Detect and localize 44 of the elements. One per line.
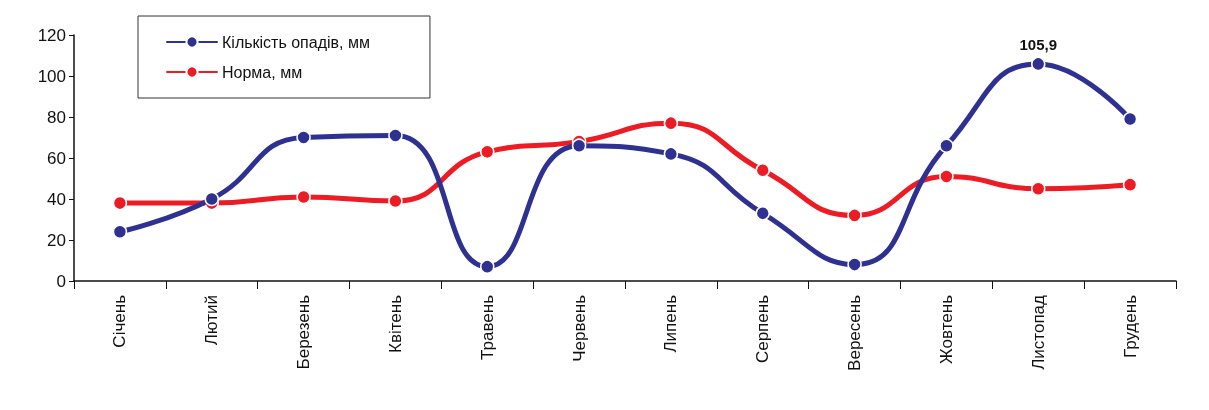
point — [571, 138, 587, 153]
x-tick-label: Квітень — [385, 294, 405, 354]
point — [939, 169, 954, 184]
x-tick-label: Лютий — [202, 295, 222, 346]
point — [388, 128, 403, 143]
x-tick-label: Вересень — [845, 294, 865, 371]
point — [296, 130, 311, 145]
point — [480, 259, 495, 274]
point — [112, 224, 128, 240]
data-label: 105,9 — [1019, 35, 1058, 53]
point — [112, 195, 128, 211]
point — [296, 189, 311, 205]
y-tick-label: 100 — [37, 66, 66, 86]
point — [663, 146, 679, 162]
y-tick-label: 40 — [47, 189, 66, 209]
y-tick-label: 0 — [56, 271, 66, 291]
point — [755, 206, 770, 221]
x-tick-label: Травень — [477, 294, 497, 360]
point — [480, 144, 495, 160]
y-tick-label: 60 — [47, 148, 66, 168]
point — [755, 163, 770, 178]
point — [204, 191, 219, 207]
point — [1122, 111, 1138, 127]
x-tick-label: Січень — [110, 294, 130, 348]
x-tick-label: Грудень — [1120, 294, 1140, 359]
point — [663, 115, 679, 131]
x-tick-label: Серпень — [753, 294, 773, 364]
legend-label: Норма, мм — [222, 63, 303, 81]
x-tick-label: Листопад — [1028, 294, 1048, 370]
x-tick-label: Червень — [569, 294, 589, 362]
y-tick-label: 80 — [47, 107, 66, 127]
x-tick-label: Березень — [294, 294, 314, 370]
y-tick-label: 20 — [47, 230, 66, 250]
y-tick-label: 120 — [37, 25, 66, 45]
x-tick-label: Жовтень — [936, 294, 956, 364]
point — [1031, 56, 1046, 72]
x-tick-label: Липень — [661, 294, 681, 353]
point — [847, 208, 862, 223]
legend-label: Кількість опадів, мм — [222, 33, 370, 51]
point — [847, 257, 862, 272]
point — [388, 193, 403, 209]
point — [1122, 177, 1138, 192]
point — [1031, 181, 1046, 196]
point — [939, 138, 954, 153]
